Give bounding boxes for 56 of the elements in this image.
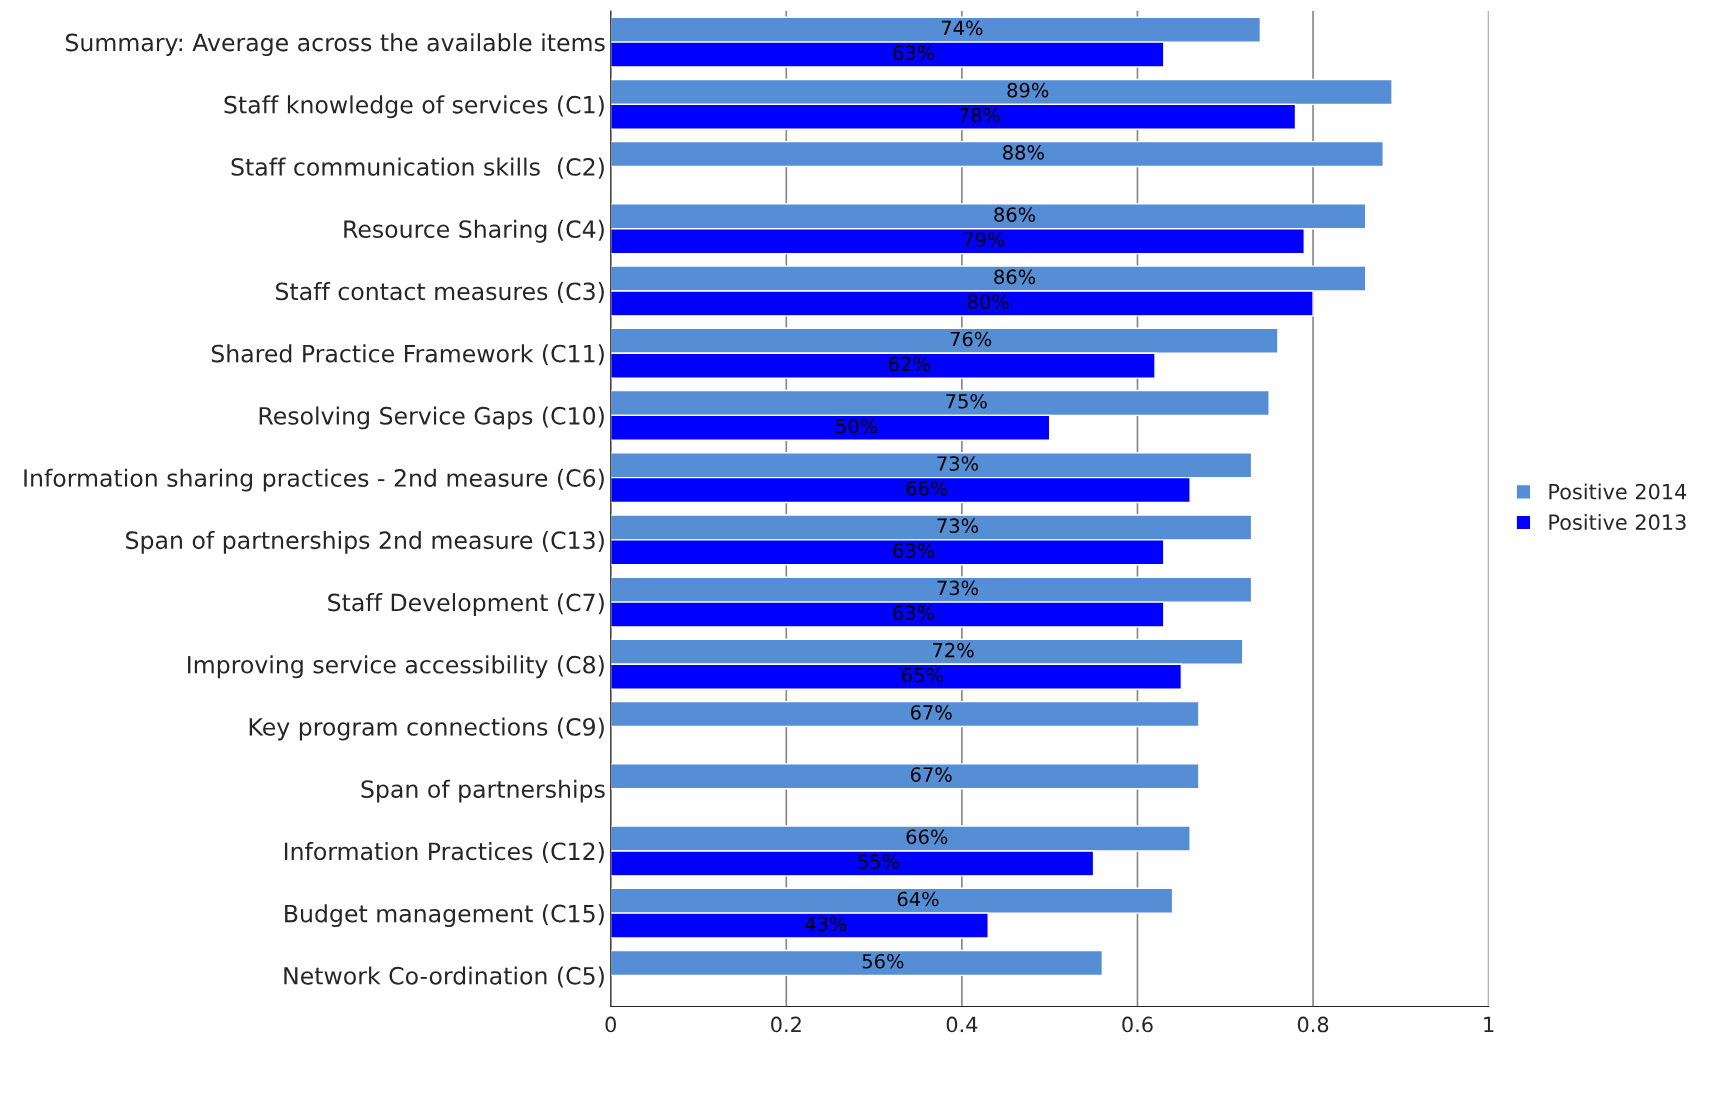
x-tick-label: 1 (1484, 1016, 1494, 1033)
data-label: 63% (893, 45, 935, 61)
data-label: 63% (893, 605, 935, 621)
data-label: 73% (937, 518, 979, 534)
y-tick-label: Budget management (C15) (285, 904, 604, 928)
data-label: 67% (910, 767, 952, 782)
y-tick-label: Network Co-ordination (C5) (284, 966, 604, 988)
data-label: 89% (1007, 82, 1049, 98)
bar (610, 763, 1200, 790)
bar (610, 700, 1200, 728)
bar (610, 140, 1384, 168)
data-label: 73% (937, 456, 979, 471)
data-label: 55% (858, 854, 900, 870)
data-label: 79% (963, 232, 1005, 247)
data-label: 86% (994, 207, 1036, 222)
data-label: 80% (967, 294, 1009, 310)
data-label: 62% (888, 356, 930, 372)
data-label: 66% (906, 829, 948, 845)
bar (610, 949, 1104, 977)
y-tick-label: Information sharing practices - 2nd measure (C6) (24, 468, 604, 492)
y-tick-label: Span of partnerships 2nd measure (C13) (126, 530, 604, 554)
y-tick-label: Key program connections (C9) (249, 717, 604, 741)
y-tick-label: Improving service accessibility (C8) (188, 655, 604, 679)
x-tick-label: 0.8 (1297, 1016, 1329, 1033)
data-label: 74% (941, 20, 983, 36)
legend-label: Positive 2014 (1549, 483, 1687, 500)
data-label: 73% (937, 580, 979, 596)
legend-label: Positive 2013 (1549, 513, 1686, 531)
data-label: 88% (1003, 145, 1044, 160)
data-label: 65% (902, 667, 943, 683)
data-label: 78% (959, 107, 1000, 123)
data-label: 64% (897, 891, 939, 907)
data-label: 50% (836, 418, 878, 434)
data-label: 86% (994, 269, 1036, 285)
x-tick-label: 0.6 (1122, 1016, 1153, 1033)
data-label: 56% (862, 953, 904, 969)
y-tick-label: Resolving Service Gaps (C10) (259, 406, 604, 430)
data-label: 72% (933, 642, 974, 658)
data-label: 67% (910, 705, 952, 720)
x-tick-label: 0.4 (946, 1016, 978, 1033)
data-label: 63% (893, 543, 935, 558)
y-tick-label: Summary: Average across the available items (65, 33, 605, 56)
data-label: 66% (906, 481, 948, 496)
y-tick-label: Staff Development (C7) (328, 593, 604, 616)
y-tick-label: Staff communication skills (C2) (231, 157, 604, 179)
x-tick-label: 0.2 (771, 1016, 801, 1033)
y-tick-label: Information Practices (C12) (284, 841, 604, 864)
y-tick-label: Shared Practice Framework (C11) (211, 344, 604, 366)
x-tick-label: 0 (605, 1016, 616, 1033)
y-tick-label: Span of partnerships (361, 779, 605, 803)
y-tick-label: Staff knowledge of services (C1) (224, 95, 604, 119)
data-label: 43% (805, 916, 847, 932)
data-label: 76% (950, 331, 992, 347)
y-tick-label: Staff contact measures (C3) (276, 282, 604, 304)
data-label: 75% (946, 393, 987, 409)
y-tick-label: Resource Sharing (C4) (344, 219, 604, 243)
